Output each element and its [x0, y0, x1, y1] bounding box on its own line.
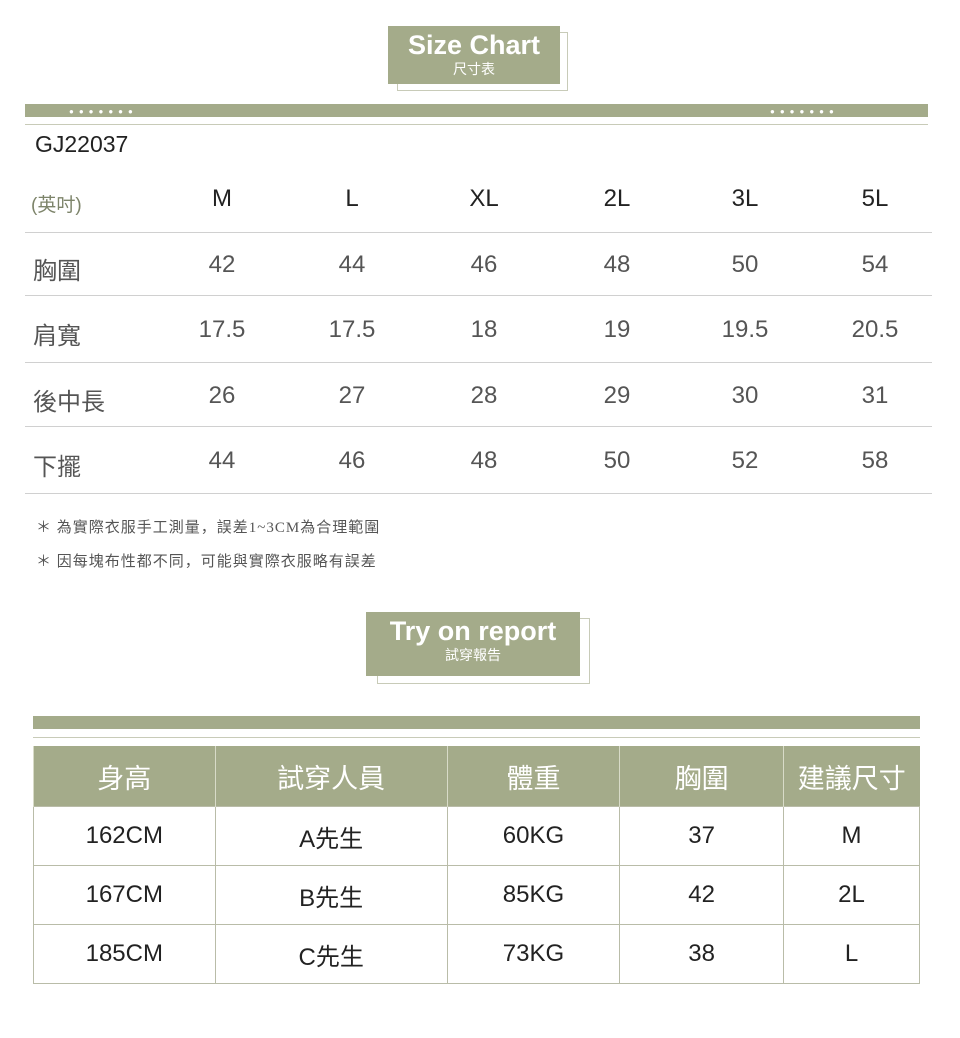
size-value: 54 [861, 251, 889, 278]
table-cell: 60KG [446, 806, 621, 866]
table-cell: M [783, 806, 920, 866]
unit-label: (英吋) [31, 195, 82, 216]
size-value: 52 [731, 447, 759, 474]
row-divider [25, 295, 932, 296]
size-header: 2L [603, 185, 631, 212]
table-cell: B先生 [214, 865, 448, 925]
table-cell: C先生 [214, 924, 448, 984]
size-chart-title: Size Chart [407, 30, 541, 60]
size-header: M [212, 185, 232, 212]
note: ＊ 為實際衣服手工測量，誤差1~3CM為合理範圍 [36, 520, 381, 536]
size-value: 17.5 [328, 316, 376, 343]
column-header: 建議尺寸 [783, 746, 920, 807]
try-on-table: 身高 試穿人員 體重 胸圍 建議尺寸 162CM A先生 60KG 37 M 167CM B先生 85K… [33, 746, 920, 984]
table-cell: 162CM [33, 806, 216, 866]
table-cell: 73KG [446, 924, 621, 984]
table-cell: 2L [783, 865, 920, 925]
table-cell: L [783, 924, 920, 984]
row-divider [25, 426, 932, 427]
column-header: 試穿人員 [214, 746, 448, 807]
table-cell: 37 [619, 806, 784, 866]
size-value: 30 [731, 382, 759, 409]
size-value: 50 [731, 251, 759, 278]
size-value: 19.5 [721, 316, 769, 343]
size-value: 18 [470, 316, 498, 343]
size-value: 42 [208, 251, 236, 278]
size-value: 48 [603, 251, 631, 278]
size-value: 48 [470, 447, 498, 474]
table-cell: 42 [619, 865, 784, 925]
size-value: 20.5 [851, 316, 899, 343]
size-value: 44 [338, 251, 366, 278]
try-on-badge: Try on report 試穿報告 [366, 612, 580, 676]
table-cell: 167CM [33, 865, 216, 925]
table-cell: 185CM [33, 924, 216, 984]
size-value: 29 [603, 382, 631, 409]
size-value: 31 [861, 382, 889, 409]
try-on-subtitle: 試穿報告 [445, 647, 501, 663]
product-code: GJ22037 [35, 131, 129, 157]
row-divider [25, 493, 932, 494]
row-label: 後中長 [33, 389, 105, 416]
row-label: 胸圍 [33, 258, 81, 285]
divider-line [33, 737, 920, 738]
size-value: 28 [470, 382, 498, 409]
size-header: 5L [861, 185, 889, 212]
column-header: 體重 [446, 746, 620, 807]
row-label: 下擺 [33, 454, 81, 481]
row-label: 肩寬 [33, 323, 81, 350]
size-value: 17.5 [198, 316, 246, 343]
column-header: 身高 [33, 746, 216, 807]
size-chart-badge: Size Chart 尺寸表 [388, 26, 560, 84]
size-header: 3L [731, 185, 759, 212]
size-header: XL [469, 185, 499, 212]
column-header: 胸圍 [619, 746, 784, 807]
try-on-title: Try on report [389, 616, 557, 646]
size-value: 46 [338, 447, 366, 474]
divider-line [25, 124, 928, 125]
row-divider [25, 362, 932, 363]
table-cell: A先生 [214, 806, 448, 866]
size-value: 26 [208, 382, 236, 409]
table-row: 162CM A先生 60KG 37 M [33, 806, 920, 866]
table-row: 167CM B先生 85KG 42 2L [33, 865, 920, 925]
size-value: 19 [603, 316, 631, 343]
table-cell: 38 [619, 924, 784, 984]
divider-bar [33, 716, 920, 729]
table-cell: 85KG [446, 865, 621, 925]
table-row: 185CM C先生 73KG 38 L [33, 924, 920, 984]
divider-bar: ●●●●●●● ●●●●●●● [25, 104, 928, 117]
note: ＊ 因每塊布性都不同，可能與實際衣服略有誤差 [36, 554, 377, 570]
size-value: 27 [338, 382, 366, 409]
size-value: 46 [470, 251, 498, 278]
size-value: 58 [861, 447, 889, 474]
size-value: 50 [603, 447, 631, 474]
size-header: L [345, 185, 359, 212]
size-value: 44 [208, 447, 236, 474]
row-divider [25, 232, 932, 233]
size-chart-subtitle: 尺寸表 [453, 61, 495, 77]
